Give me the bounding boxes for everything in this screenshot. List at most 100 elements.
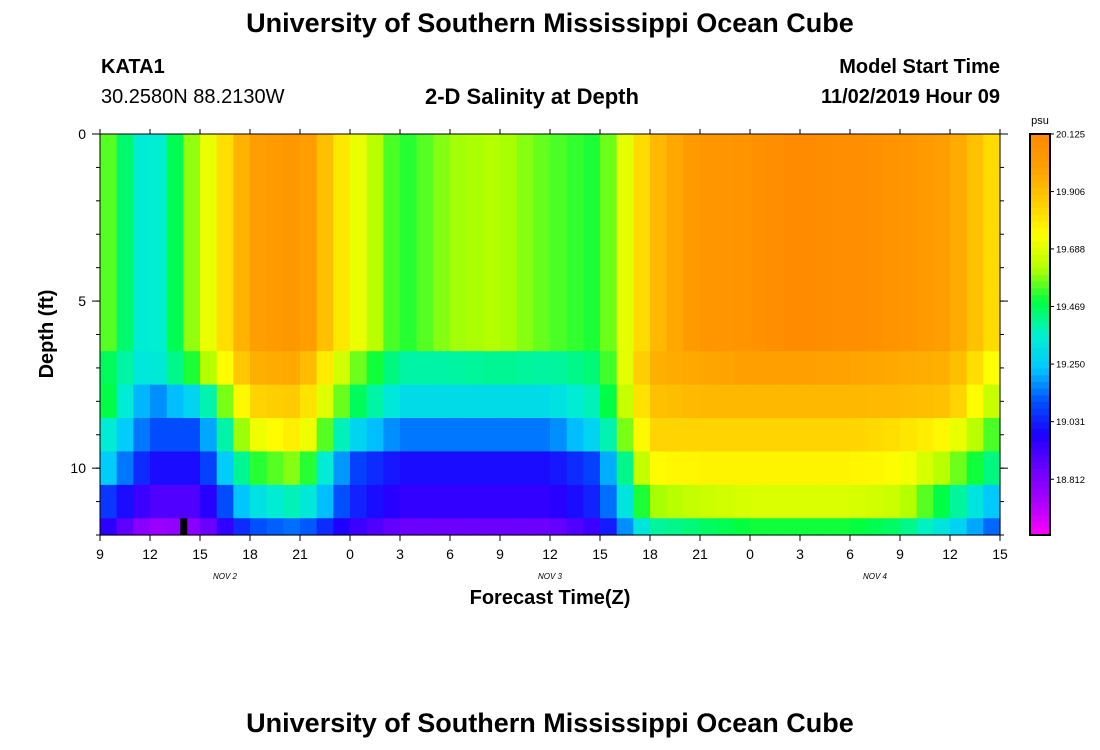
heatmap-cell (866, 351, 884, 386)
heatmap-cell (500, 518, 518, 536)
heatmap-cell (366, 384, 384, 419)
heatmap-cell (783, 351, 801, 386)
heatmap-cell (800, 418, 818, 453)
heatmap-cell (950, 351, 968, 386)
station-id: KATA1 (101, 56, 165, 78)
heatmap-cell (133, 518, 151, 536)
heatmap-cell (850, 451, 868, 486)
x-tick-label: 15 (192, 546, 208, 562)
heatmap-cell (566, 518, 584, 536)
heatmap-cell (266, 518, 284, 536)
heatmap-cell (633, 418, 651, 453)
heatmap-cell (550, 418, 568, 453)
heatmap-cell (183, 451, 201, 486)
heatmap-cell (200, 351, 218, 386)
heatmap-cell (600, 518, 618, 536)
heatmap-cell (133, 484, 151, 519)
heatmap-cell (633, 518, 651, 536)
heatmap-cell (733, 418, 751, 453)
colorbar-segment (1030, 227, 1050, 235)
heatmap-cell (166, 451, 184, 486)
heatmap-cell (433, 484, 451, 519)
colorbar-segment (1030, 354, 1050, 362)
day-label: NOV 4 (863, 572, 888, 581)
heatmap-cell (766, 484, 784, 519)
heatmap-cell (683, 451, 701, 486)
heatmap-cell (283, 518, 301, 536)
colorbar-segment (1030, 134, 1050, 142)
heatmap-cell (333, 418, 351, 453)
heatmap-cell (600, 484, 618, 519)
heatmap-cell (400, 518, 418, 536)
heatmap-cell (866, 518, 884, 536)
x-tick-label: 15 (992, 546, 1008, 562)
heatmap-cell (283, 384, 301, 419)
heatmap-cell (766, 451, 784, 486)
heatmap-cell (383, 484, 401, 519)
heatmap-cell (300, 418, 318, 453)
heatmap-cell (550, 351, 568, 386)
colorbar-segment (1030, 294, 1050, 302)
colorbar-segment (1030, 254, 1050, 262)
heatmap-cell (316, 134, 334, 352)
heatmap-cell (183, 484, 201, 519)
heatmap-cell (133, 384, 151, 419)
heatmap-cell (650, 384, 668, 419)
heatmap-cell (516, 518, 534, 536)
page-title: University of Southern Mississippi Ocean… (246, 8, 854, 38)
colorbar-segment (1030, 207, 1050, 215)
x-tick-label: 3 (396, 546, 404, 562)
heatmap-cell (200, 384, 218, 419)
heatmap-cell (250, 484, 268, 519)
heatmap-cell (950, 418, 968, 453)
colorbar-segment (1030, 240, 1050, 249)
heatmap-cell (383, 418, 401, 453)
heatmap-cell (766, 518, 784, 536)
heatmap-cell (700, 518, 718, 536)
heatmap-cell (666, 418, 684, 453)
colorbar-segment (1030, 194, 1050, 202)
colorbar-segment (1030, 220, 1050, 229)
heatmap-cell (266, 418, 284, 453)
colorbar-segment (1030, 140, 1050, 148)
heatmap-cell (350, 518, 368, 536)
heatmap-cell (816, 484, 834, 519)
x-tick-label: 0 (746, 546, 754, 562)
x-tick-label: 18 (642, 546, 658, 562)
heatmap-cell (316, 451, 334, 486)
heatmap-cell (783, 418, 801, 453)
heatmap-cell (250, 451, 268, 486)
heatmap-cell (700, 451, 718, 486)
colorbar-segment (1030, 174, 1050, 182)
heatmap-cell (750, 451, 768, 486)
heatmap-cell (350, 134, 368, 352)
heatmap-cell (866, 451, 884, 486)
heatmap-cell (683, 134, 701, 352)
model-start-label: Model Start Time (839, 56, 1000, 78)
heatmap-cell (233, 451, 251, 486)
heatmap-cell (933, 451, 951, 486)
heatmap-cell (500, 134, 518, 352)
heatmap-cell (300, 351, 318, 386)
heatmap-cell (816, 384, 834, 419)
heatmap-cell (533, 418, 551, 453)
heatmap-cell (316, 518, 334, 536)
heatmap-cell (683, 351, 701, 386)
heatmap-cell (766, 384, 784, 419)
heatmap-cell (466, 451, 484, 486)
x-tick-label: 6 (846, 546, 854, 562)
heatmap-cell (516, 351, 534, 386)
heatmap-cell (483, 418, 501, 453)
heatmap-cell (350, 384, 368, 419)
heatmap-cell (583, 451, 601, 486)
heatmap-cell (416, 418, 434, 453)
heatmap-cell (733, 451, 751, 486)
chart-title: 2-D Salinity at Depth (425, 84, 639, 109)
x-tick-label: 21 (692, 546, 708, 562)
heatmap-cell (700, 134, 718, 352)
heatmap-cell (283, 351, 301, 386)
heatmap-cell (183, 518, 201, 536)
heatmap-cell (450, 518, 468, 536)
heatmap-cell (516, 384, 534, 419)
heatmap-cell (883, 384, 901, 419)
